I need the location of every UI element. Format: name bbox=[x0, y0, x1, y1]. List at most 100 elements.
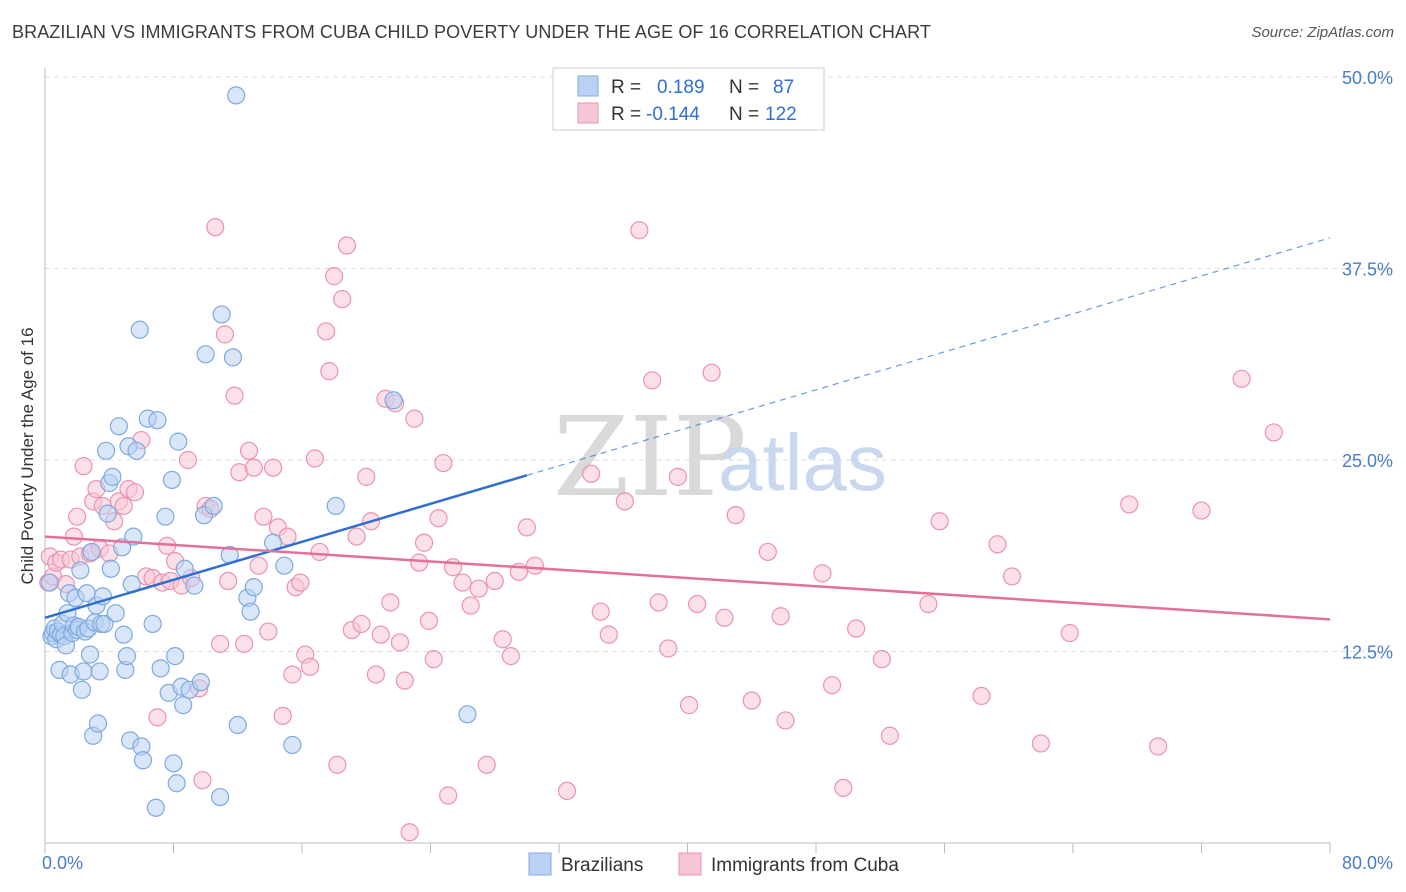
x-tick-label-0: 0.0% bbox=[42, 853, 83, 873]
trend-line-immigrants-from-cuba bbox=[44, 535, 1331, 621]
point-cuba-64 bbox=[333, 290, 352, 309]
point-cuba-45 bbox=[244, 458, 263, 477]
point-brazilians-36 bbox=[98, 504, 117, 523]
point-cuba-41 bbox=[225, 386, 244, 405]
legend-n-value-1: 87 bbox=[773, 77, 794, 98]
legend-r-value-1: 0.189 bbox=[657, 77, 705, 98]
point-brazilians-34 bbox=[95, 614, 114, 634]
point-cuba-72 bbox=[371, 625, 390, 644]
point-cuba-127 bbox=[1002, 567, 1022, 586]
watermark-zip: ZIP bbox=[553, 393, 747, 521]
point-cuba-110 bbox=[702, 363, 721, 382]
point-cuba-105 bbox=[649, 593, 668, 612]
point-cuba-31 bbox=[178, 450, 198, 470]
tick-labels: 12.5% 25.0% 37.5% 50.0% 0.0% 80.0% bbox=[42, 68, 1393, 873]
point-cuba-106 bbox=[659, 639, 678, 658]
point-cuba-39 bbox=[215, 325, 234, 344]
point-brazilians-82 bbox=[244, 578, 263, 597]
legend-label-brazilians: Brazilians bbox=[561, 855, 643, 876]
point-brazilians-45 bbox=[117, 646, 137, 666]
point-cuba-96 bbox=[517, 518, 536, 537]
legend-n-value-2: 122 bbox=[765, 104, 797, 125]
point-cuba-117 bbox=[813, 564, 832, 583]
legend-swatch-brazilians bbox=[528, 852, 552, 876]
point-cuba-101 bbox=[599, 625, 618, 644]
point-brazilians-0 bbox=[40, 573, 59, 592]
point-cuba-121 bbox=[872, 650, 891, 669]
point-cuba-81 bbox=[414, 533, 434, 552]
point-brazilians-64 bbox=[167, 774, 186, 793]
point-brazilians-65 bbox=[169, 432, 188, 451]
y-tick-label-1: 25.0% bbox=[1342, 451, 1393, 471]
point-brazilians-62 bbox=[164, 754, 183, 773]
point-cuba-48 bbox=[259, 622, 278, 641]
point-cuba-83 bbox=[424, 650, 443, 669]
point-brazilians-31 bbox=[90, 662, 109, 681]
chart-title: BRAZILIAN VS IMMIGRANTS FROM CUBA CHILD … bbox=[12, 22, 931, 42]
point-cuba-107 bbox=[668, 467, 687, 486]
point-cuba-82 bbox=[419, 611, 438, 630]
point-cuba-133 bbox=[1232, 369, 1251, 388]
point-cuba-118 bbox=[822, 676, 842, 695]
point-cuba-76 bbox=[390, 633, 410, 652]
point-cuba-44 bbox=[239, 441, 259, 460]
point-cuba-49 bbox=[263, 458, 283, 477]
point-brazilians-51 bbox=[130, 320, 149, 339]
point-cuba-69 bbox=[357, 467, 376, 486]
point-brazilians-61 bbox=[162, 470, 181, 490]
point-cuba-111 bbox=[715, 608, 734, 627]
point-brazilians-70 bbox=[185, 576, 204, 595]
point-cuba-99 bbox=[582, 464, 601, 483]
point-cuba-125 bbox=[972, 686, 991, 706]
point-brazilians-35 bbox=[96, 441, 116, 460]
point-brazilians-76 bbox=[212, 305, 231, 324]
point-cuba-123 bbox=[919, 594, 938, 614]
point-cuba-80 bbox=[410, 553, 429, 572]
legend-r-value-2: -0.144 bbox=[646, 104, 700, 125]
legend-stats-swatch-blue bbox=[577, 75, 599, 97]
point-cuba-74 bbox=[381, 593, 400, 612]
point-cuba-104 bbox=[643, 371, 662, 390]
watermark-atlas: atlas bbox=[718, 418, 887, 507]
point-cuba-129 bbox=[1060, 624, 1079, 643]
point-brazilians-53 bbox=[133, 751, 153, 770]
point-cuba-47 bbox=[254, 507, 273, 526]
point-brazilians-71 bbox=[191, 673, 210, 692]
point-brazilians-74 bbox=[204, 496, 223, 516]
point-cuba-58 bbox=[305, 449, 324, 468]
point-brazilians-87 bbox=[384, 391, 403, 410]
point-cuba-43 bbox=[235, 634, 254, 653]
legend-r-label-2: R = bbox=[611, 104, 641, 125]
point-brazilians-21 bbox=[74, 662, 93, 681]
point-cuba-53 bbox=[283, 665, 302, 684]
legend-swatch-immigrants-from-cuba bbox=[678, 852, 702, 876]
point-cuba-25 bbox=[148, 708, 167, 727]
y-tick-label-0: 12.5% bbox=[1342, 643, 1393, 663]
point-cuba-60 bbox=[316, 322, 336, 341]
point-brazilians-20 bbox=[72, 680, 92, 699]
point-cuba-77 bbox=[395, 671, 414, 690]
point-cuba-40 bbox=[219, 571, 238, 591]
point-brazilians-19 bbox=[71, 561, 90, 580]
point-cuba-134 bbox=[1264, 423, 1283, 442]
point-cuba-97 bbox=[525, 556, 545, 575]
trend-line-brazilians bbox=[44, 474, 528, 619]
point-cuba-88 bbox=[453, 573, 472, 592]
point-brazilians-58 bbox=[151, 659, 170, 678]
point-cuba-94 bbox=[501, 646, 520, 666]
point-cuba-51 bbox=[273, 706, 292, 725]
point-cuba-108 bbox=[680, 696, 699, 715]
point-brazilians-63 bbox=[166, 646, 185, 666]
point-brazilians-57 bbox=[148, 411, 167, 430]
point-cuba-100 bbox=[591, 602, 610, 621]
point-cuba-78 bbox=[400, 823, 419, 842]
point-cuba-120 bbox=[847, 619, 866, 638]
point-brazilians-30 bbox=[88, 714, 108, 733]
grid-lines bbox=[45, 76, 1392, 652]
point-cuba-122 bbox=[880, 726, 899, 745]
point-brazilians-25 bbox=[80, 645, 100, 664]
point-cuba-113 bbox=[742, 691, 761, 710]
trend-lines bbox=[44, 237, 1331, 621]
point-brazilians-59 bbox=[156, 507, 175, 526]
point-brazilians-84 bbox=[275, 556, 294, 575]
